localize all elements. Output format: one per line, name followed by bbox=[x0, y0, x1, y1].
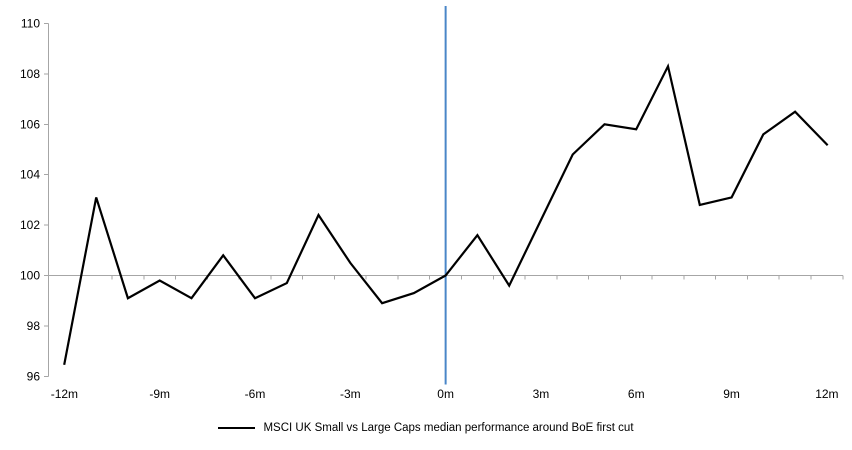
x-axis-label: 12m bbox=[815, 387, 838, 401]
legend-line-icon bbox=[218, 427, 256, 429]
x-axis-label: -6m bbox=[245, 387, 266, 401]
series-line bbox=[63, 63, 829, 365]
x-axis-labels: -12m -9m -6m -3m 0m 3m 6m 9m 12m bbox=[51, 387, 839, 401]
y-axis-label: 98 bbox=[27, 319, 41, 333]
x-axis-label: -9m bbox=[149, 387, 170, 401]
x-axis-label: 0m bbox=[437, 387, 454, 401]
x-axis-label: -3m bbox=[340, 387, 361, 401]
legend: MSCI UK Small vs Large Caps median perfo… bbox=[0, 417, 852, 439]
x-axis-label: 9m bbox=[723, 387, 740, 401]
y-axis-label: 100 bbox=[20, 269, 40, 283]
y-axis-label: 106 bbox=[20, 117, 40, 131]
y-axis-label: 108 bbox=[20, 67, 40, 81]
x-axis-label: 6m bbox=[628, 387, 645, 401]
y-axis-label: 96 bbox=[27, 369, 41, 383]
y-axis-label: 102 bbox=[20, 218, 40, 232]
x-axis-label: 3m bbox=[533, 387, 550, 401]
y-axis-label: 104 bbox=[20, 168, 40, 182]
y-axis: 110 108 106 104 102 100 98 96 bbox=[20, 17, 49, 383]
x-axis-label: -12m bbox=[51, 387, 78, 401]
legend-label: MSCI UK Small vs Large Caps median perfo… bbox=[263, 422, 634, 434]
y-axis-label: 110 bbox=[21, 17, 40, 31]
